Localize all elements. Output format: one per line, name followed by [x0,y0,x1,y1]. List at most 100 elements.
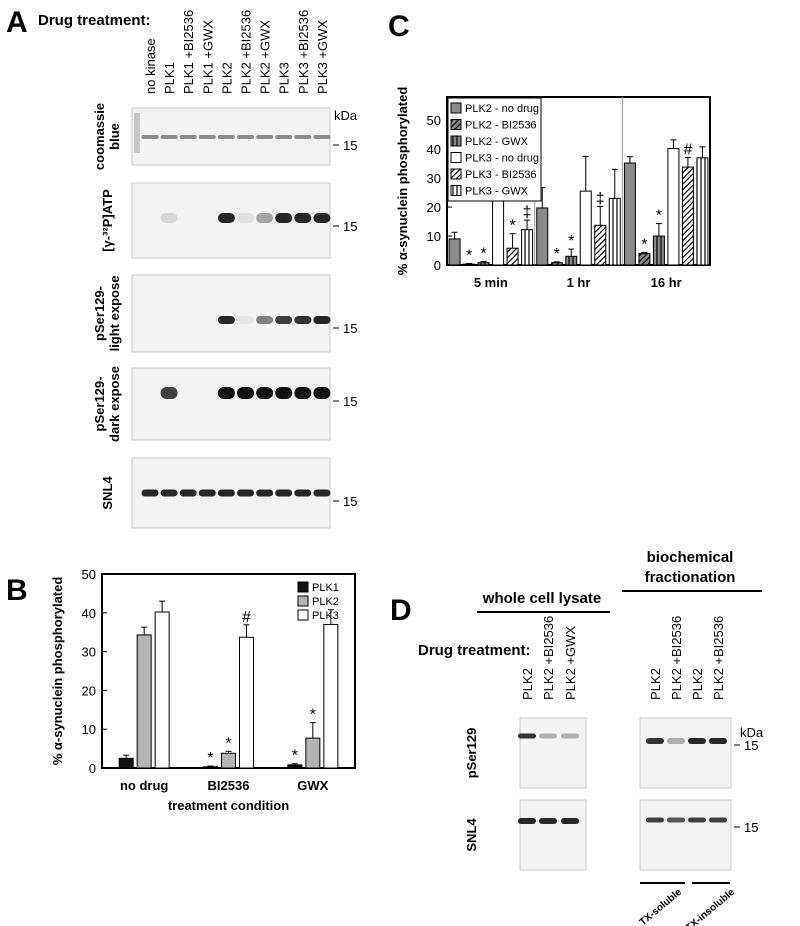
row-label: light expose [107,276,122,352]
bar [608,197,621,266]
blot-band [518,818,536,824]
error-bar [699,146,706,158]
blot-band [561,818,579,824]
lane-label: PLK1 +BI2536 [181,10,196,94]
error-bar [466,263,473,265]
ladder [134,113,140,153]
x-tick-label: no drug [120,778,168,793]
blot-band [688,738,706,744]
blot-band [217,135,235,139]
bar [638,252,651,266]
blot [639,799,732,871]
blot-band [275,135,293,139]
significance-marker: ‡ [596,190,605,207]
significance-marker: * [466,248,472,265]
error-bar [611,168,618,199]
blot-band [646,738,664,744]
blot-band [294,387,312,399]
lane-label: PLK2 [690,668,705,700]
size-marker: 15 [343,219,357,234]
blot-band [256,213,274,223]
error-bar [509,233,516,249]
kda-label: kDa [334,108,358,123]
row-label: [γ-³²P]ATP [100,189,115,252]
lane-label: no kinase [143,38,158,94]
row-label: SNL4 [100,476,115,510]
blot-band [688,817,706,823]
error-bar [684,157,691,168]
blot-band [646,817,664,823]
x-tick-label: GWX [297,778,328,793]
bar [681,166,694,266]
significance-marker: # [683,142,692,159]
bar [287,764,303,769]
lane-label: PLK3 +GWX [315,20,330,94]
bar [506,247,519,266]
legend-swatch [450,119,462,130]
size-marker: 15 [744,738,758,753]
error-bar [626,156,633,164]
size-marker: 15 [343,494,357,509]
group-title: whole cell lysate [482,590,601,607]
panel-letter: B [6,574,28,607]
significance-marker: * [310,707,316,724]
legend-swatch [450,102,462,114]
error-bar [451,231,458,239]
error-bar [524,219,531,230]
blot-band [141,135,159,139]
blot-band [313,387,331,399]
blot-band [237,316,254,324]
blot-band [160,135,178,139]
significance-marker: ‡ [523,204,532,221]
bar [594,224,607,266]
lane-label: PLK2 +BI2536 [239,10,254,94]
bar [550,262,563,266]
legend-label: PLK1 [312,582,339,594]
bar [448,238,461,266]
significance-marker: * [554,246,560,263]
fraction-label: TX-insoluble [684,887,737,926]
y-tick-label: 10 [427,229,441,244]
x-tick-label: 16 hr [651,275,682,290]
legend-label: PLK2 [312,596,339,608]
blot-band [294,213,312,223]
blot-band [275,213,293,223]
x-axis-label: treatment condition [168,798,289,813]
error-bar [225,750,232,754]
row-label: coomassie [92,103,107,170]
bar [323,623,339,769]
error-bar [123,754,130,759]
panel-letter: D [390,594,412,627]
blot [131,107,331,166]
blot [519,799,587,871]
blot-band [160,213,178,223]
bar [579,190,592,266]
legend-swatch [450,185,462,196]
bar [696,157,709,266]
size-marker: 15 [343,321,357,336]
panel-letter: C [388,10,410,43]
blot-band [294,489,312,497]
error-bar [655,223,662,237]
blot-band [294,135,312,139]
blot [519,717,587,789]
legend-label: PLK2 - no drug [465,103,539,115]
bar [477,262,490,266]
size-marker: 15 [343,394,357,409]
blot-band [709,738,727,744]
lane-label: PLK2 +BI2536 [669,616,684,700]
blot-band [256,489,274,497]
bar [221,752,236,769]
y-tick-label: 0 [89,761,96,776]
lane-label: PLK3 [277,62,292,94]
blot-band [179,489,197,497]
blot-band [667,738,685,744]
blot-band [217,489,235,497]
blot-band [217,213,235,223]
blot-band [275,316,293,324]
group-title: biochemical [647,549,734,566]
blot [131,274,331,353]
y-tick-label: 0 [434,258,441,273]
legend-swatch [450,152,462,163]
lane-label: PLK2 [648,668,663,700]
